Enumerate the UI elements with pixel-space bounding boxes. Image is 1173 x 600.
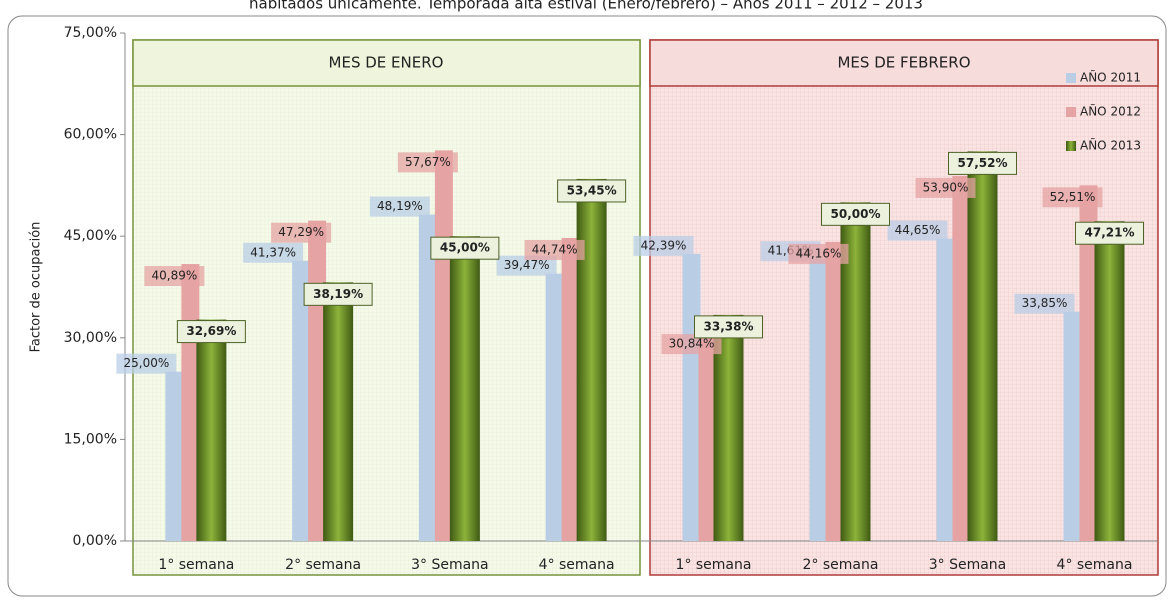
bar: [545, 273, 564, 541]
data-label: 33,38%: [704, 319, 754, 333]
data-label: 44,16%: [796, 246, 842, 260]
group-label: MES DE FEBRERO: [837, 54, 970, 72]
bar: [967, 151, 998, 541]
data-label: 41,37%: [250, 245, 296, 259]
chart-title: habitados únicamente. Temporada alta est…: [249, 0, 923, 13]
data-label: 38,19%: [313, 287, 363, 301]
label-box: [1014, 293, 1075, 314]
bar: [418, 214, 437, 541]
bar: [576, 178, 607, 541]
data-label: 57,52%: [958, 156, 1008, 170]
label-box: [144, 266, 205, 287]
bar: [682, 253, 701, 541]
bar: [952, 175, 971, 541]
label-box: [430, 236, 500, 260]
label-box: [694, 315, 763, 339]
y-tick-label: 60,00%: [64, 127, 117, 143]
label-box: [915, 177, 976, 198]
data-label: 30,84%: [669, 337, 715, 351]
y-tick-label: 15,00%: [64, 431, 117, 447]
data-label: 53,45%: [567, 183, 617, 197]
legend-label: AÑO 2012: [1080, 104, 1141, 119]
label-box: [243, 242, 304, 263]
legend-label: AÑO 2011: [1080, 70, 1141, 85]
bar: [1094, 221, 1125, 541]
panel-header: [649, 39, 1159, 87]
label-box: [887, 220, 948, 241]
label-box: [821, 202, 890, 226]
data-label: 33,85%: [1022, 296, 1068, 310]
x-tick-label: 4° semana: [539, 557, 615, 573]
data-label: 47,21%: [1085, 226, 1135, 240]
label-box: [1075, 221, 1144, 245]
label-box: [116, 353, 177, 374]
bar: [1063, 311, 1082, 541]
x-tick-label: 2° semana: [803, 557, 879, 573]
bar: [449, 236, 480, 541]
data-label: 44,74%: [532, 242, 578, 256]
bar: [292, 260, 311, 541]
data-label: 53,90%: [923, 180, 969, 194]
label-box: [303, 282, 373, 306]
bar: [196, 319, 227, 541]
y-tick-label: 75,00%: [64, 25, 117, 41]
bar: [936, 238, 955, 541]
legend-label: AÑO 2013: [1080, 138, 1141, 153]
label-box: [557, 179, 627, 203]
bar: [825, 241, 844, 542]
group-label: MES DE ENERO: [329, 54, 444, 72]
y-tick-label: 0,00%: [73, 533, 117, 549]
data-label: 45,00%: [440, 241, 490, 255]
data-label: 52,51%: [1050, 190, 1096, 204]
x-tick-label: 2° semana: [285, 557, 361, 573]
bar: [165, 371, 184, 541]
x-tick-label: 1° semana: [676, 557, 752, 573]
bar: [809, 259, 828, 541]
y-tick-label: 30,00%: [64, 330, 117, 346]
x-tick-label: 4° semana: [1057, 557, 1133, 573]
x-tick-label: 3° Semana: [929, 557, 1007, 573]
bar: [1079, 185, 1098, 541]
data-label: 48,19%: [377, 199, 423, 213]
bar: [561, 237, 580, 541]
label-box: [1042, 187, 1103, 208]
label-box: [176, 320, 246, 344]
legend-swatch: [1066, 107, 1076, 117]
panel-header: [132, 39, 641, 87]
label-box: [271, 222, 332, 243]
data-label: 50,00%: [831, 207, 881, 221]
x-tick-label: 1° semana: [158, 557, 234, 573]
y-axis-label: Factor de ocupación: [29, 222, 44, 353]
label-box: [397, 152, 458, 173]
label-box: [661, 334, 722, 355]
data-label: 44,65%: [895, 223, 941, 237]
label-box: [369, 196, 430, 217]
label-box: [633, 235, 694, 256]
legend-swatch: [1066, 73, 1076, 83]
label-box: [496, 255, 557, 276]
data-label: 39,47%: [504, 258, 550, 272]
data-label: 47,29%: [278, 225, 324, 239]
label-box: [948, 151, 1017, 175]
data-label: 25,00%: [123, 356, 169, 370]
label-box: [788, 243, 849, 264]
chart-border: [7, 15, 1167, 597]
data-label: 32,69%: [186, 324, 236, 338]
bar: [323, 282, 354, 541]
label-box: [524, 239, 585, 260]
data-label: 42,39%: [641, 238, 687, 252]
x-tick-label: 3° Semana: [411, 557, 489, 573]
data-label: 57,67%: [405, 155, 451, 169]
legend-swatch: [1066, 141, 1076, 151]
y-tick-label: 45,00%: [64, 228, 117, 244]
data-label: 40,89%: [151, 269, 197, 283]
bar: [698, 332, 717, 541]
